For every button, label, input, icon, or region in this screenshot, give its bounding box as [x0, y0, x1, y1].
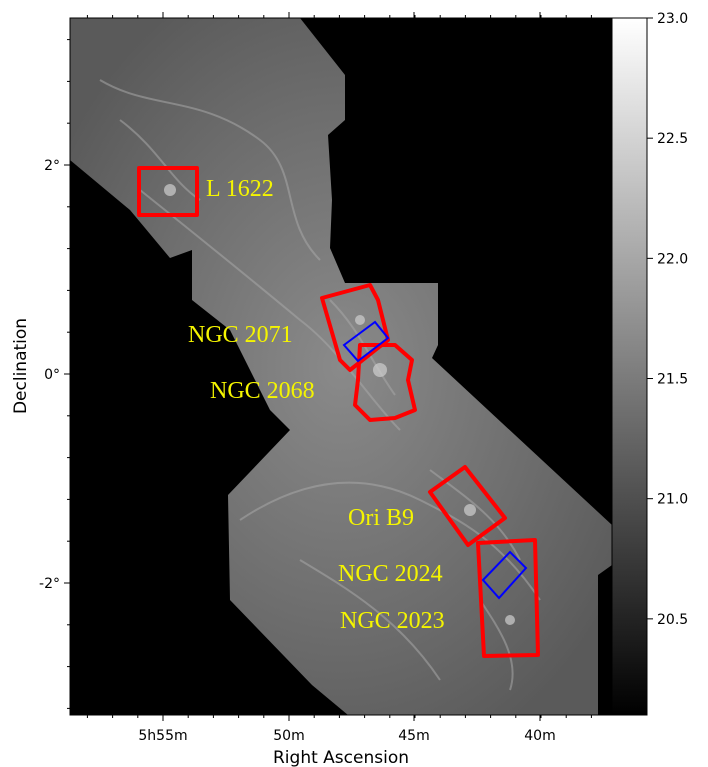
y-axis-title: Declination	[11, 318, 31, 414]
x-axis-title: Right Ascension	[273, 748, 409, 767]
region-label: NGC 2023	[340, 608, 445, 634]
region-orib9	[428, 465, 507, 547]
colorbar	[611, 17, 648, 716]
y-tick-label: -2°	[39, 576, 60, 592]
colorbar-tick-label: 20.5	[657, 612, 688, 628]
colorbar-tick-label: 21.0	[657, 492, 688, 508]
y-tick-label: 2°	[44, 158, 60, 174]
colorbar-tick-label: 22.5	[657, 131, 688, 147]
x-tick-label: 40m	[524, 728, 555, 744]
region-label: NGC 2024	[338, 561, 443, 587]
region-label: NGC 2068	[210, 378, 315, 404]
region-label: Ori B9	[348, 505, 414, 531]
x-tick-label: 5h55m	[138, 728, 187, 744]
colorbar-tick-label: 22.0	[657, 251, 688, 267]
region-ngc2024-2023	[476, 538, 540, 658]
blue-box-ngc2071	[342, 320, 390, 363]
region-ngc2068	[353, 343, 417, 422]
y-tick-label: 0°	[44, 367, 60, 383]
region-ngc2071	[320, 283, 390, 372]
region-label: NGC 2071	[188, 322, 293, 348]
blue-box-ngc2024	[481, 550, 528, 600]
x-tick-label: 50m	[273, 728, 304, 744]
region-l1622	[137, 166, 199, 217]
region-label: L 1622	[206, 176, 274, 202]
colorbar-tick-label: 21.5	[657, 372, 688, 388]
x-tick-label: 45m	[398, 728, 429, 744]
colorbar-tick-label: 23.0	[657, 11, 688, 27]
